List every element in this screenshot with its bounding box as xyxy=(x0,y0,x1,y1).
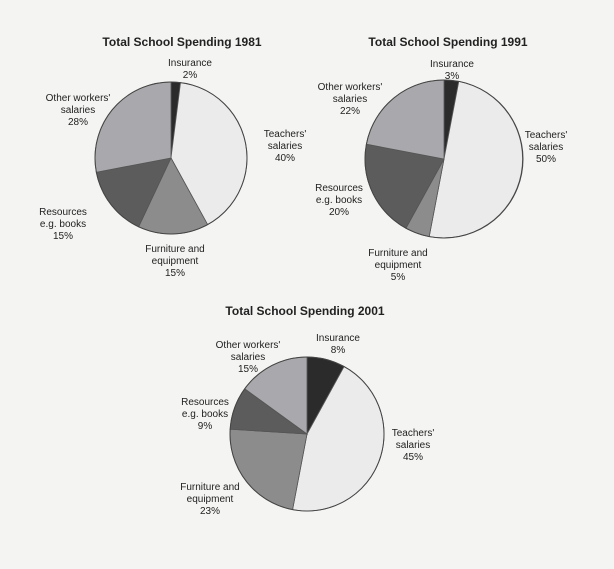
pie-outline-1981 xyxy=(94,81,248,235)
slice-label-1981-furniture-and-equipment: Furniture and equipment 15% xyxy=(145,244,204,279)
slice-label-2001-teachers-salaries: Teachers' salaries 45% xyxy=(392,428,435,463)
slice-label-1981-insurance: Insurance 2% xyxy=(168,58,212,81)
slice-label-1991-insurance: Insurance 3% xyxy=(430,59,474,82)
slice-label-1981-teachers-salaries: Teachers' salaries 40% xyxy=(264,129,307,164)
slice-label-2001-other-workers-salaries: Other workers' salaries 15% xyxy=(216,340,281,375)
slice-label-1991-other-workers-salaries: Other workers' salaries 22% xyxy=(318,82,383,117)
slice-label-2001-insurance: Insurance 8% xyxy=(316,333,360,356)
pie-outline-1991 xyxy=(364,79,524,239)
pie-outline-2001 xyxy=(229,356,385,512)
slice-label-1991-teachers-salaries: Teachers' salaries 50% xyxy=(525,130,568,165)
slice-label-2001-resources-e-g-books: Resources e.g. books 9% xyxy=(181,397,229,432)
slice-label-1981-other-workers-salaries: Other workers' salaries 28% xyxy=(46,93,111,128)
chart-title-1981: Total School Spending 1981 xyxy=(102,35,261,49)
slice-label-1991-resources-e-g-books: Resources e.g. books 20% xyxy=(315,183,363,218)
slice-label-2001-furniture-and-equipment: Furniture and equipment 23% xyxy=(180,482,239,517)
chart-title-2001: Total School Spending 2001 xyxy=(225,304,384,318)
slice-label-1991-furniture-and-equipment: Furniture and equipment 5% xyxy=(368,248,427,283)
chart-title-1991: Total School Spending 1991 xyxy=(368,35,527,49)
slice-label-1981-resources-e-g-books: Resources e.g. books 15% xyxy=(39,207,87,242)
